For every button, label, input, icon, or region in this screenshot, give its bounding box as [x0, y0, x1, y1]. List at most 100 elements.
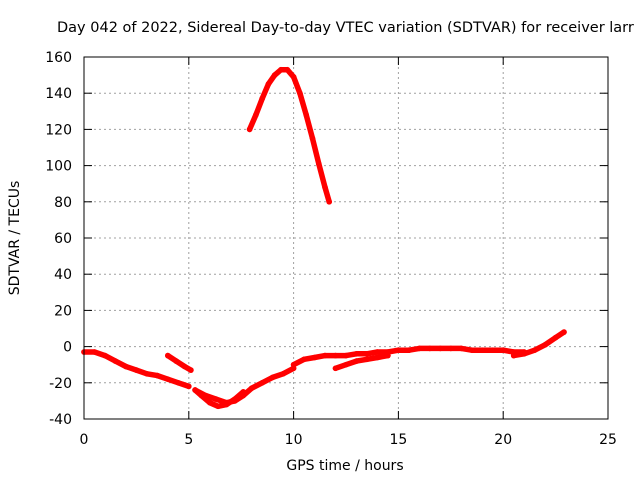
data-point [133, 367, 140, 373]
data-point [395, 347, 402, 354]
data-point [265, 81, 272, 87]
series-arc-2 [165, 352, 194, 373]
data-point [207, 399, 213, 406]
data-point [154, 372, 161, 379]
data-point [322, 352, 328, 359]
data-point [542, 342, 548, 348]
y-tick-labels: -40 -20 0 20 40 60 80 100 120 140 160 [45, 50, 72, 428]
x-tick-label: 20 [494, 432, 512, 448]
data-point [278, 66, 284, 73]
data-point [112, 358, 119, 364]
y-tick-label: -20 [49, 376, 72, 392]
data-point [102, 352, 108, 359]
y-tick-label: 80 [54, 195, 72, 211]
data-point [297, 90, 303, 96]
x-tick-label: 10 [285, 432, 303, 448]
data-point [123, 363, 129, 370]
data-point [448, 345, 454, 352]
data-point [303, 112, 310, 118]
data-point [232, 398, 238, 404]
data-point [510, 352, 517, 359]
data-point [353, 351, 360, 357]
data-point [223, 399, 230, 406]
data-point [316, 161, 322, 167]
data-point [437, 345, 444, 352]
data-point [469, 347, 475, 354]
data-point [240, 392, 247, 399]
data-point [489, 347, 496, 354]
data-point [280, 371, 286, 377]
data-point [284, 66, 291, 73]
data-series [81, 66, 567, 410]
data-point [91, 349, 98, 355]
y-tick-label: 100 [45, 159, 72, 175]
data-point [188, 367, 194, 373]
data-point [311, 354, 318, 361]
x-tick-labels: 0 5 10 15 20 25 [80, 432, 617, 448]
data-point [458, 345, 465, 352]
data-point [552, 334, 559, 341]
data-point [301, 356, 307, 363]
data-point [521, 351, 527, 357]
data-point [213, 396, 219, 402]
y-tick-label: 60 [54, 231, 72, 247]
data-point [364, 351, 370, 357]
data-point [290, 361, 297, 368]
y-tick-label: 120 [45, 122, 72, 138]
data-point [181, 363, 188, 370]
x-tick-label: 0 [80, 432, 89, 448]
data-point [290, 74, 297, 80]
x-tick-label: 15 [389, 432, 407, 448]
data-point [259, 95, 266, 102]
data-point [343, 361, 349, 368]
y-axis-label: SDTVAR / TECUs [7, 181, 23, 296]
data-point [500, 347, 507, 354]
chart-title: Day 042 of 2022, Sidereal Day-to-day VTE… [57, 20, 634, 36]
data-point [271, 72, 278, 78]
data-point [332, 365, 339, 372]
data-point [165, 352, 171, 359]
data-point [416, 345, 423, 352]
data-point [202, 392, 209, 399]
data-point [353, 358, 360, 364]
data-point [192, 387, 198, 393]
data-point [322, 184, 328, 191]
data-point [406, 347, 412, 354]
x-tick-label: 25 [599, 432, 617, 448]
x-axis-label: GPS time / hours [286, 458, 403, 474]
grid-lines [84, 57, 608, 419]
x-tick-label: 5 [184, 432, 193, 448]
data-point [343, 352, 349, 359]
data-point [364, 356, 370, 363]
data-point [479, 347, 486, 354]
series-arc-5 [246, 66, 332, 205]
data-point [253, 112, 259, 118]
y-tick-label: -40 [49, 412, 72, 428]
data-point [165, 376, 171, 383]
data-point [175, 380, 182, 386]
data-point [259, 380, 266, 386]
y-tick-label: 0 [63, 340, 72, 356]
data-point [215, 403, 221, 410]
data-point [332, 352, 339, 359]
y-tick-label: 140 [45, 86, 72, 102]
data-point [326, 199, 333, 205]
data-point [144, 371, 150, 377]
data-point [427, 345, 433, 352]
data-point [173, 358, 179, 364]
data-point [561, 329, 567, 335]
data-point [309, 135, 316, 142]
y-tick-label: 160 [45, 50, 72, 66]
data-point [186, 383, 192, 390]
data-point [248, 385, 255, 392]
data-point [374, 354, 381, 361]
y-tick-label: 40 [54, 267, 72, 283]
y-tick-label: 20 [54, 303, 72, 319]
data-point [269, 374, 276, 381]
series-arc-8 [406, 345, 527, 355]
data-point [246, 126, 253, 133]
data-point [374, 349, 381, 355]
data-point [531, 347, 538, 354]
data-point [385, 352, 391, 359]
